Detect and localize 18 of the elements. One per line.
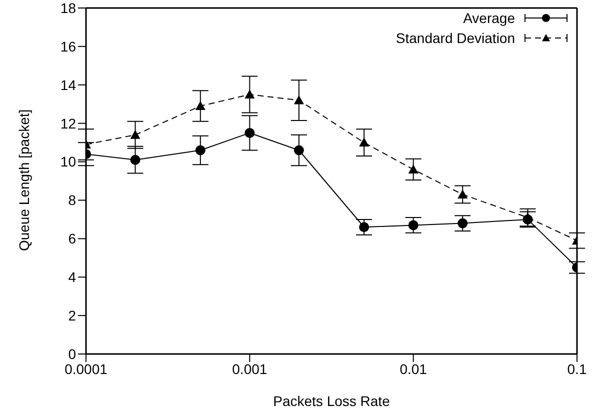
legend-label: Average — [463, 10, 515, 26]
y-tick-label: 14 — [60, 76, 76, 93]
y-tick-label: 8 — [68, 192, 76, 208]
y-tick-label: 0 — [68, 346, 76, 362]
y-axis-title: Queue Length [packet] — [16, 109, 32, 251]
y-tick-label: 6 — [68, 230, 76, 247]
x-axis-title: Packets Loss Rate — [273, 393, 390, 409]
x-tick-label: 0.1 — [567, 360, 587, 377]
x-tick-label: 0.01 — [400, 360, 428, 377]
y-tick-label: 4 — [68, 269, 76, 286]
legend-label: Standard Deviation — [396, 30, 515, 46]
x-tick-label: 0.0001 — [64, 360, 108, 377]
y-tick-label: 12 — [60, 115, 76, 132]
y-tick-label: 16 — [60, 38, 76, 54]
x-tick-label: 0.001 — [232, 360, 268, 377]
y-tick-label: 18 — [60, 0, 76, 16]
y-tick-label: 10 — [60, 154, 76, 170]
y-tick-label: 2 — [68, 308, 76, 324]
